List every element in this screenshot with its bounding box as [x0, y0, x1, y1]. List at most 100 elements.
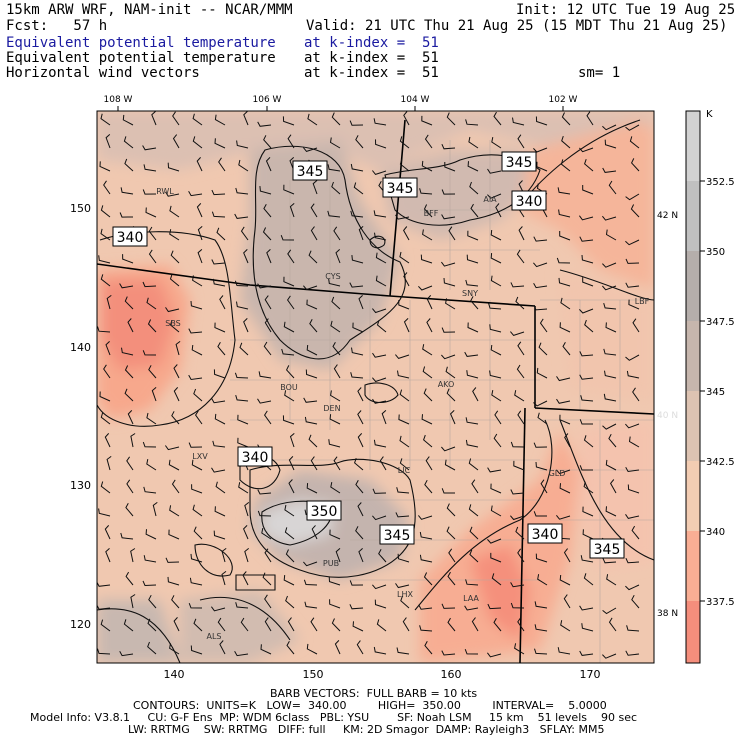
wind-barb [97, 326, 111, 333]
svg-text:340: 340 [706, 527, 725, 538]
wind-barb [471, 479, 479, 494]
wind-barb [145, 207, 157, 218]
wind-barb [281, 348, 295, 356]
wind-barb [493, 111, 502, 126]
wind-barb [358, 226, 364, 241]
wind-barb [630, 204, 640, 218]
wind-barb [582, 506, 594, 517]
wind-barb [243, 318, 249, 333]
wind-barb [266, 249, 272, 264]
svg-text:PUB: PUB [323, 559, 339, 568]
wind-barb [312, 180, 318, 195]
wind-barb [556, 257, 571, 264]
wind-barb [119, 650, 134, 657]
svg-text:340: 340 [117, 230, 144, 246]
wind-barb [328, 278, 341, 287]
wind-barb [351, 255, 364, 264]
wind-barb [303, 579, 318, 586]
wind-barb [579, 419, 593, 425]
wind-barb [212, 278, 226, 287]
wind-barb [240, 226, 249, 241]
wind-barb [307, 113, 318, 126]
wind-barb [142, 281, 157, 288]
wind-barb [303, 285, 318, 291]
wind-barb [330, 482, 341, 494]
wind-barb [582, 529, 594, 540]
model-info: Model Info: V3.8.1 CU: G-F Ens MP: WDM 6… [30, 711, 638, 724]
wind-barb [214, 413, 226, 425]
wind-barb [625, 239, 640, 246]
svg-text:LXV: LXV [192, 452, 208, 461]
wind-barb [465, 119, 479, 126]
wind-barb [625, 124, 640, 131]
wind-barb [628, 436, 640, 448]
wind-barb [490, 253, 502, 264]
wind-barb [397, 370, 410, 379]
svg-text:130: 130 [70, 479, 91, 492]
wind-barb [349, 580, 364, 586]
field-name-contour: Equivalent potential temperature [6, 50, 276, 66]
wind-barb [126, 456, 134, 471]
wind-barb [122, 114, 134, 126]
wind-barb [465, 439, 479, 448]
wind-barb [234, 213, 249, 219]
wind-barb [353, 182, 364, 195]
wind-barb [350, 210, 364, 218]
wind-barb [330, 320, 341, 333]
wind-barb [423, 572, 433, 586]
wind-barb [190, 645, 203, 655]
wind-barb [98, 255, 111, 264]
contour-labels: 345 345 345 340 340 350 345 340 345 340 [112, 151, 625, 559]
wind-barb [234, 280, 249, 287]
wind-barb [625, 423, 640, 429]
wind-barb [560, 620, 571, 632]
wind-barb [100, 412, 111, 425]
wind-barb [559, 322, 571, 333]
wind-barb [98, 508, 111, 517]
wind-barb [288, 456, 295, 471]
wind-barb [604, 370, 617, 379]
wind-barb [373, 210, 387, 218]
wind-barb [422, 344, 433, 356]
wind-barb [563, 594, 571, 609]
wind-barb [518, 226, 525, 241]
wind-barb [169, 505, 180, 517]
wind-barb [280, 235, 295, 241]
wind-barb [147, 641, 157, 655]
wind-barb [470, 296, 479, 310]
svg-text:108 W: 108 W [104, 95, 133, 105]
svg-text:38 N: 38 N [657, 609, 678, 619]
wind-barb [306, 344, 318, 356]
wind-barb [125, 502, 134, 517]
wind-barb [151, 387, 157, 402]
wind-barb [106, 455, 112, 471]
wind-barb [217, 341, 226, 356]
wind-barb [218, 157, 226, 172]
wind-barb [327, 164, 341, 172]
wind-barb [284, 527, 295, 540]
wind-barb [169, 643, 180, 655]
wind-barb [308, 250, 318, 264]
wind-barb [197, 249, 203, 264]
wind-barb [420, 254, 433, 264]
wind-barb [100, 228, 111, 241]
wind-barb [557, 647, 571, 655]
wind-barb [581, 254, 594, 264]
wind-barb [425, 456, 433, 471]
wind-barb [328, 439, 341, 448]
wind-barb [536, 367, 548, 379]
wind-barb [418, 515, 433, 520]
wind-barb [211, 398, 226, 404]
wind-barb [357, 387, 364, 402]
wind-barb [188, 603, 203, 609]
wind-barb [357, 433, 364, 448]
wind-barb [580, 555, 594, 563]
wind-barb [146, 459, 157, 471]
svg-text:352.5: 352.5 [706, 177, 735, 188]
wind-barb [372, 377, 387, 383]
wind-barb [373, 118, 387, 126]
wind-barb [309, 319, 318, 333]
wind-barb [490, 483, 502, 494]
wind-barb [151, 111, 157, 126]
wind-barb [539, 318, 548, 333]
